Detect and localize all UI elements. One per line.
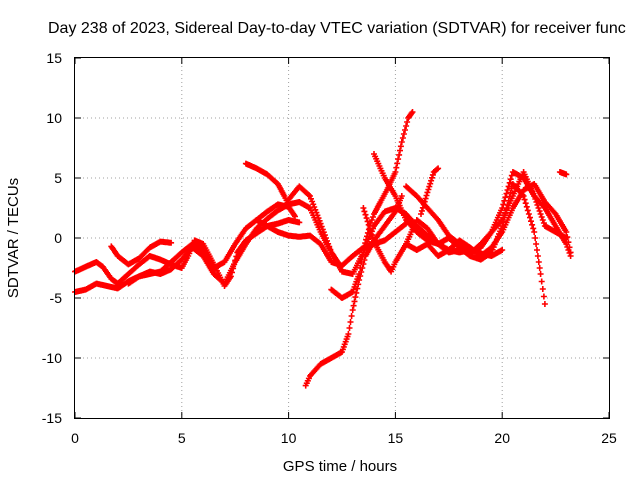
data-series <box>72 109 574 389</box>
y-tick-label: -15 <box>42 410 62 426</box>
x-tick-label: 10 <box>281 430 297 446</box>
series-track-14 <box>403 181 574 259</box>
y-tick-label: -10 <box>42 350 62 366</box>
data-point-markers <box>125 199 341 287</box>
y-tick-label: 15 <box>46 50 62 66</box>
data-point-markers <box>556 169 570 178</box>
chart-title: Day 238 of 2023, Sidereal Day-to-day VTE… <box>48 20 626 37</box>
data-point-markers <box>108 238 175 268</box>
data-point-markers <box>418 165 442 217</box>
data-point-markers <box>403 181 574 259</box>
x-tick-label: 5 <box>178 430 186 446</box>
series-track-1 <box>72 201 298 295</box>
y-axis-label: SDTVAR / TECUs <box>5 178 22 298</box>
series-track-9 <box>328 109 416 301</box>
series-track-5 <box>242 160 292 208</box>
x-axis-label: GPS time / hours <box>283 458 397 475</box>
grid <box>75 58 609 418</box>
y-tick-label: 5 <box>54 170 62 186</box>
series-track-8 <box>302 193 405 389</box>
y-tick-label: 0 <box>54 230 62 246</box>
y-tick-label: -5 <box>50 290 63 306</box>
x-tick-label: 15 <box>388 430 404 446</box>
series-track-13 <box>418 165 442 217</box>
series-track-4 <box>125 199 341 287</box>
x-tick-label: 20 <box>494 430 510 446</box>
data-point-markers <box>242 160 292 208</box>
data-point-markers <box>72 201 298 295</box>
y-tick-label: 10 <box>46 110 62 126</box>
series-track-3 <box>108 238 175 268</box>
x-tick-label: 0 <box>71 430 79 446</box>
data-point-markers <box>328 109 416 301</box>
series-track-15 <box>556 169 570 178</box>
x-tick-label: 25 <box>601 430 617 446</box>
data-point-markers <box>302 193 405 389</box>
axis-ticks: 0 5 10 15 20 25 -15 -10 -5 0 5 10 15 <box>42 50 617 446</box>
plot-frame <box>74 57 610 419</box>
